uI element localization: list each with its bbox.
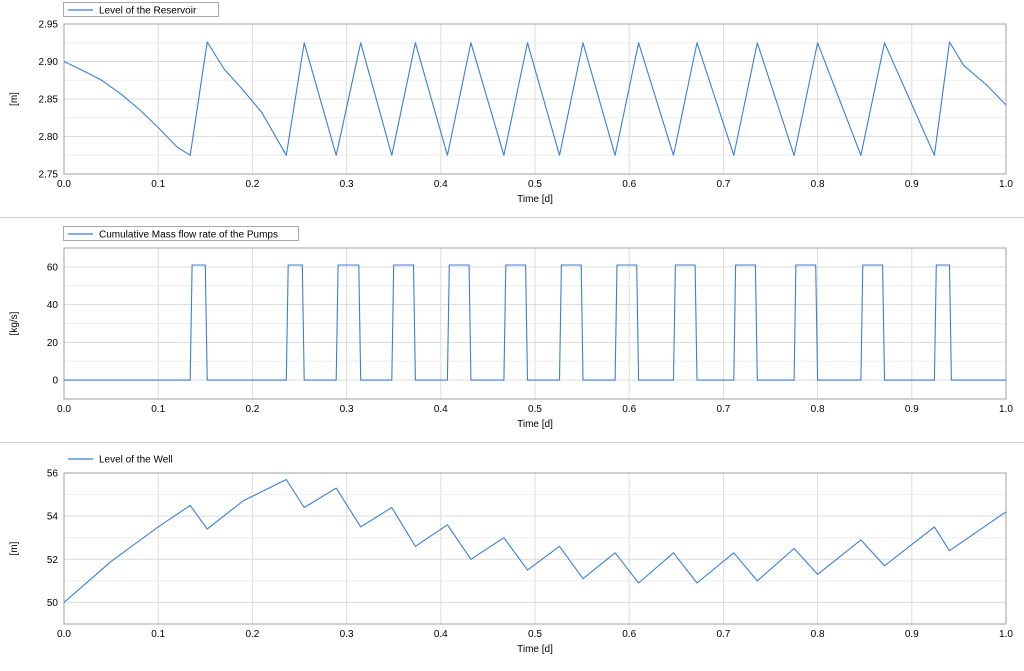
x-tick-label: 0.4 — [434, 404, 448, 415]
x-tick-label: 0.2 — [245, 629, 259, 640]
x-tick-label: 0.1 — [151, 629, 165, 640]
x-axis-label: Time [d] — [517, 194, 553, 205]
x-tick-label: 0.2 — [245, 404, 259, 415]
x-tick-label: 1.0 — [999, 179, 1013, 190]
x-tick-label: 0.7 — [716, 179, 730, 190]
x-tick-label: 0.6 — [622, 404, 636, 415]
plot-frame — [63, 23, 1007, 175]
y-tick-label: 60 — [47, 262, 59, 273]
legend: Cumulative Mass flow rate of the Pumps — [63, 226, 299, 241]
y-tick-label: 2.95 — [39, 20, 59, 31]
y-axis-label: [m] — [9, 92, 20, 106]
x-tick-label: 0.8 — [811, 404, 825, 415]
x-tick-label: 0.8 — [811, 629, 825, 640]
plot-frame — [63, 247, 1007, 400]
x-tick-label: 0.3 — [340, 404, 354, 415]
x-tick-label: 0.3 — [340, 629, 354, 640]
y-tick-label: 50 — [47, 598, 59, 609]
x-tick-label: 0.6 — [622, 179, 636, 190]
legend-label: Level of the Well — [99, 455, 173, 466]
y-tick-label: 52 — [47, 555, 59, 566]
x-tick-label: 0.3 — [340, 179, 354, 190]
x-tick-label: 0.0 — [57, 179, 71, 190]
y-tick-label: 2.90 — [39, 57, 59, 68]
x-axis-label: Time [d] — [517, 419, 553, 430]
legend: Level of the Reservoir — [63, 2, 219, 17]
legend-label: Cumulative Mass flow rate of the Pumps — [99, 230, 278, 241]
x-tick-label: 0.6 — [622, 629, 636, 640]
x-tick-label: 0.8 — [811, 179, 825, 190]
x-tick-label: 1.0 — [999, 404, 1013, 415]
plot-frame — [63, 472, 1007, 625]
series-line-1 — [63, 41, 1007, 156]
x-tick-label: 1.0 — [999, 629, 1013, 640]
series-line-1 — [64, 264, 1006, 381]
y-tick-label: 20 — [47, 338, 59, 349]
x-tick-label: 0.9 — [905, 404, 919, 415]
y-tick-label: 40 — [47, 300, 59, 311]
legend-label: Level of the Reservoir — [99, 6, 197, 17]
x-tick-label: 0.2 — [245, 179, 259, 190]
y-tick-label: 2.75 — [39, 170, 59, 181]
chart-panel-1: 0.0 0.1 0.2 0.3 0.4 0.5 0.6 0.7 0.8 0.9 1.0 2.75 2.8… — [9, 2, 1013, 205]
x-tick-label: 0.5 — [528, 404, 542, 415]
y-tick-label: 0 — [52, 376, 58, 387]
x-tick-label: 0.4 — [434, 179, 448, 190]
y-axis-label: [kg/s] — [9, 311, 20, 335]
x-tick-label: 0.9 — [905, 629, 919, 640]
x-tick-label: 0.7 — [716, 629, 730, 640]
chart-panel-2: 0.0 0.1 0.2 0.3 0.4 0.5 0.6 0.7 0.8 0.9 1.0 0 20 40 60… — [9, 226, 1013, 430]
legend-focus-box — [63, 2, 219, 17]
y-tick-label: 2.85 — [39, 95, 59, 106]
x-tick-label: 0.5 — [528, 179, 542, 190]
y-tick-label: 54 — [47, 512, 59, 523]
y-tick-label: 56 — [47, 469, 59, 480]
chart-panel-3: 0.0 0.1 0.2 0.3 0.4 0.5 0.6 0.7 0.8 0.9 1.0 50 52 54 5… — [9, 455, 1013, 656]
y-axis-label: [m] — [9, 541, 20, 555]
x-tick-label: 0.0 — [57, 629, 71, 640]
x-tick-label: 0.0 — [57, 404, 71, 415]
x-tick-label: 0.4 — [434, 629, 448, 640]
y-tick-label: 2.80 — [39, 132, 59, 143]
x-tick-label: 0.1 — [151, 404, 165, 415]
x-axis-label: Time [d] — [517, 644, 553, 655]
x-tick-label: 0.1 — [151, 179, 165, 190]
x-tick-label: 0.5 — [528, 629, 542, 640]
legend-focus-box — [63, 226, 299, 241]
legend: Level of the Well — [68, 455, 173, 466]
series-line-1 — [63, 478, 1007, 603]
x-tick-label: 0.9 — [905, 179, 919, 190]
x-tick-label: 0.7 — [716, 404, 730, 415]
